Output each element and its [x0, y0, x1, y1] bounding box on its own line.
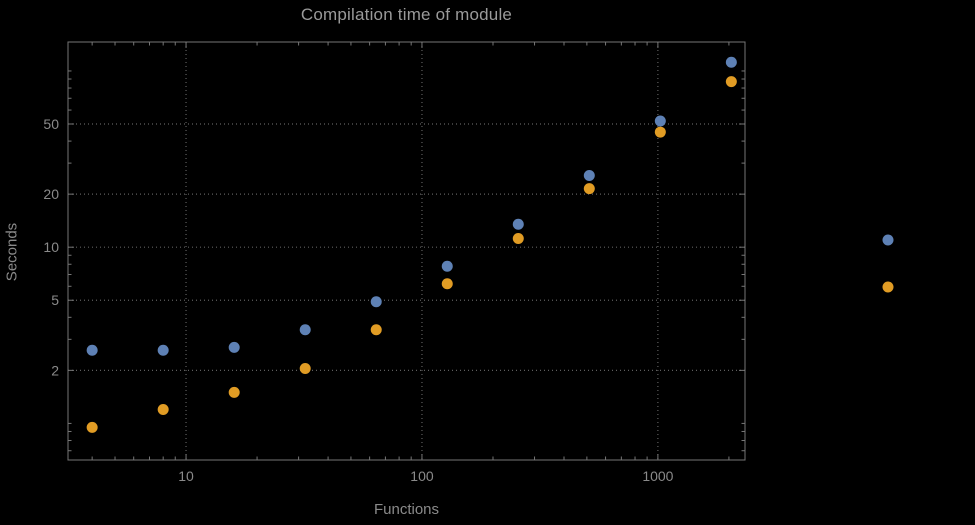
- y-axis-label: Seconds: [3, 222, 21, 282]
- data-point-series-2: [441, 278, 453, 290]
- y-tick-label: 10: [43, 239, 59, 255]
- data-point-series-2: [370, 324, 382, 336]
- chart-title: Compilation time of module: [300, 5, 513, 24]
- plot-frame: [67, 41, 746, 461]
- data-point-series-2: [725, 76, 737, 88]
- data-point-series-1: [441, 260, 453, 272]
- x-tick-label: 100: [410, 468, 434, 484]
- data-point-series-2: [654, 126, 666, 138]
- legend-marker-series-1: [882, 234, 894, 246]
- y-tick-label: 2: [51, 362, 59, 378]
- data-point-series-2: [228, 386, 240, 398]
- data-point-series-1: [725, 56, 737, 68]
- data-point-series-2: [157, 403, 169, 415]
- data-point-series-1: [299, 324, 311, 336]
- y-tick-label: 20: [43, 186, 59, 202]
- data-point-series-1: [228, 341, 240, 353]
- x-axis-label: Functions: [373, 501, 440, 518]
- data-point-series-2: [86, 421, 98, 433]
- data-point-series-2: [299, 362, 311, 374]
- data-point-series-1: [86, 344, 98, 356]
- x-tick-label: 1000: [642, 468, 673, 484]
- data-point-series-2: [583, 183, 595, 195]
- x-tick-label: 10: [178, 468, 194, 484]
- legend-marker-series-2: [882, 281, 894, 293]
- data-point-series-1: [583, 170, 595, 182]
- y-tick-label: 5: [51, 292, 59, 308]
- data-point-series-1: [512, 218, 524, 230]
- data-point-series-1: [654, 115, 666, 127]
- y-tick-label: 50: [43, 116, 59, 132]
- data-point-series-1: [370, 296, 382, 308]
- data-point-series-2: [512, 233, 524, 245]
- data-point-series-1: [157, 344, 169, 356]
